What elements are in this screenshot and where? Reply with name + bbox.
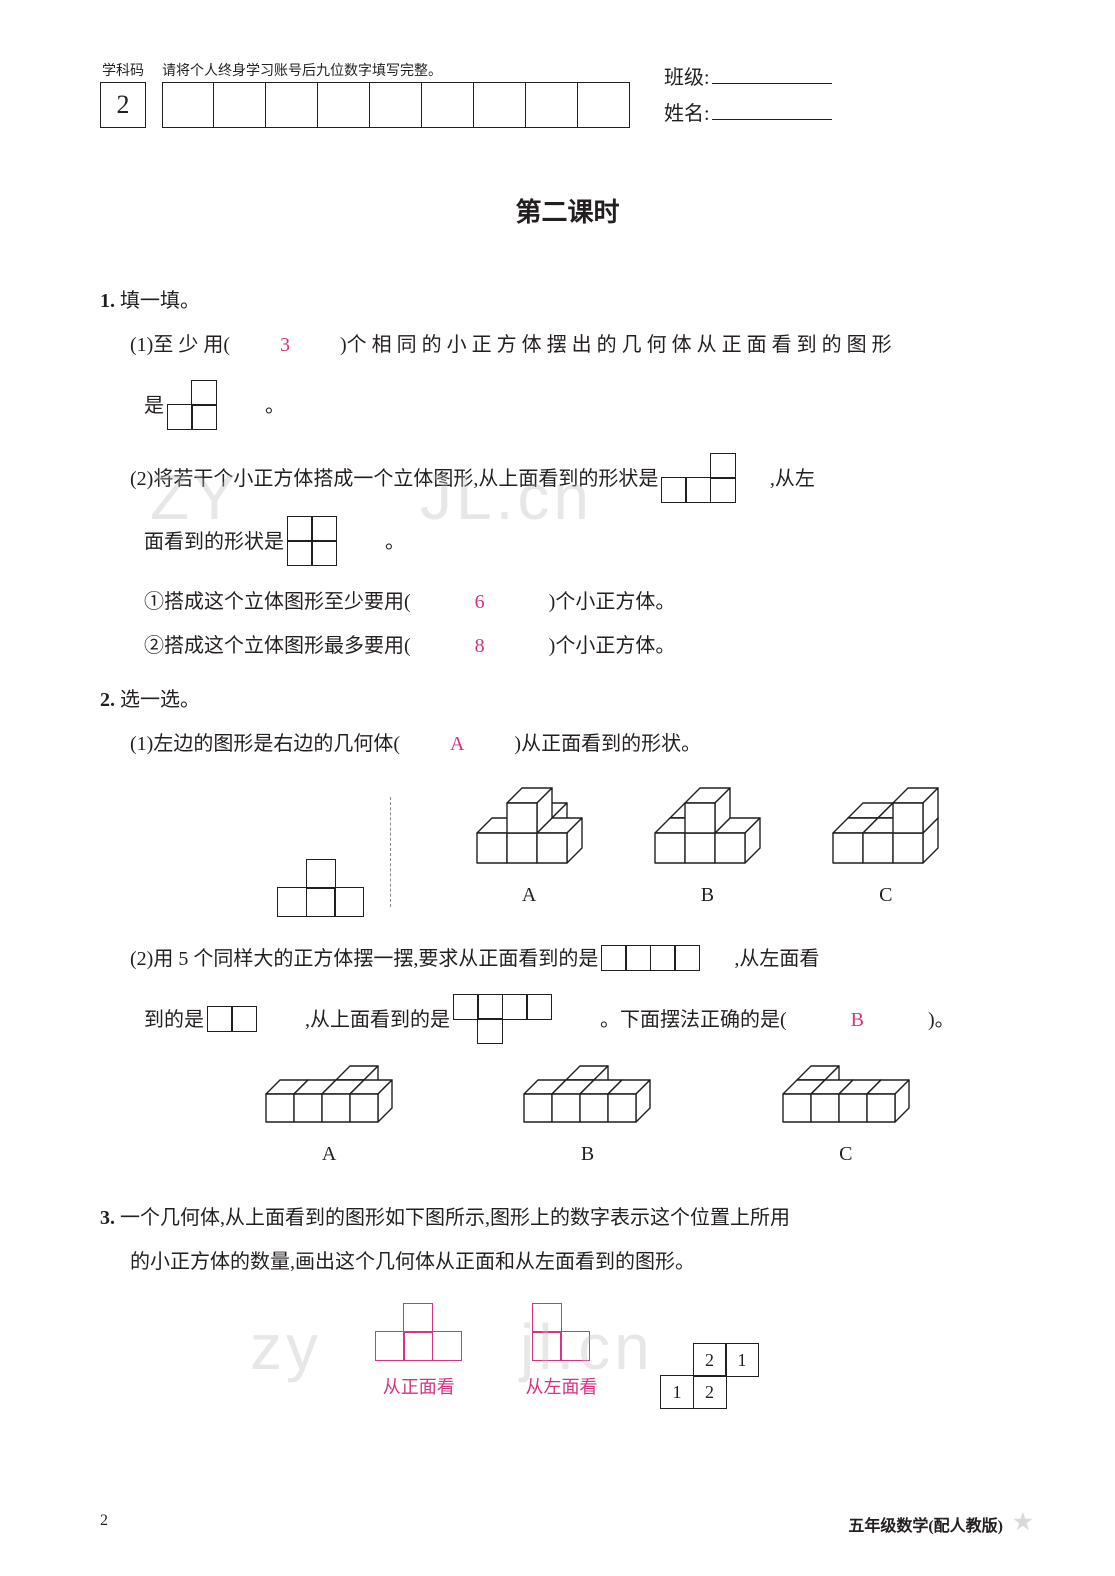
q1-1a: (1)至 少 用( [100, 323, 250, 367]
account-fill-boxes[interactable] [162, 82, 630, 128]
q1-shape3 [288, 517, 337, 566]
q2-2c: 到的是 [100, 998, 204, 1042]
q1-2b: ,从左 [740, 457, 815, 501]
q3-top-view: 2112 [662, 1344, 760, 1409]
q2-option-c-figure [831, 786, 940, 865]
name-input-line[interactable] [712, 119, 832, 120]
q2-2d: ,从上面看到的是 [261, 998, 450, 1042]
subject-code-box: 2 [100, 82, 146, 128]
account-digit-box[interactable] [162, 82, 214, 128]
q3-front-view [376, 1304, 462, 1361]
q2-option-a-label: A [522, 873, 536, 917]
q1-2f-pre: ②搭成这个立体图形最多要用( [100, 624, 431, 668]
q3-number: 3. [100, 1207, 115, 1229]
account-digit-box[interactable] [526, 82, 578, 128]
q2-1-pre: (1)左边的图形是右边的几何体( [100, 722, 420, 766]
account-digit-box[interactable] [474, 82, 526, 128]
q2-head: 选一选。 [120, 689, 200, 711]
q3-left-view [533, 1304, 590, 1361]
q2-option-b-label: B [701, 873, 714, 917]
q2-2-answer: B [807, 998, 864, 1042]
worksheet-header: 学科码 2 请将个人终身学习账号后九位数字填写完整。 班级: 姓名: [100, 60, 1035, 132]
q1-2e-answer: 6 [431, 580, 485, 624]
q2-2-option-a-label: A [322, 1132, 336, 1176]
account-digit-box[interactable] [266, 82, 318, 128]
q2-2a: (2)用 5 个同样大的正方体摆一摆,要求从正面看到的是 [100, 937, 598, 981]
q1-1b: )个 相 同 的 小 正 方 体 摆 出 的 几 何 体 从 正 面 看 到 的… [290, 323, 892, 367]
page-title: 第二课时 [100, 192, 1035, 229]
account-digit-box[interactable] [422, 82, 474, 128]
account-digit-box[interactable] [370, 82, 422, 128]
account-digit-box[interactable] [214, 82, 266, 128]
subject-code-label: 学科码 [102, 60, 144, 80]
q2-2-option-c-label: C [839, 1132, 852, 1176]
q2-2e-post: )。 [864, 998, 955, 1042]
star-icon [1013, 1513, 1035, 1535]
q2-left-shape [279, 860, 365, 917]
q1-1c-post: 。 [221, 384, 285, 428]
q1-head: 填一填。 [120, 290, 200, 312]
name-label: 姓名: [664, 96, 710, 132]
separator [390, 797, 391, 907]
q1-2f-answer: 8 [431, 624, 485, 668]
account-fill-label: 请将个人终身学习账号后九位数字填写完整。 [162, 60, 630, 80]
q2-left-shape2 [208, 1007, 257, 1032]
q2-2-option-a-figure [264, 1064, 394, 1124]
q1-shape2 [662, 454, 736, 503]
footer-text: 五年级数学(配人教版) [848, 1512, 1003, 1536]
q2-2b: ,从左面看 [704, 937, 819, 981]
q2-number: 2. [100, 689, 115, 711]
q2-1-answer: A [420, 722, 464, 766]
q1-2a: (2)将若干个小正方体搭成一个立体图形,从上面看到的形状是 [100, 457, 658, 501]
q2-2e-pre: 。下面摆法正确的是( [556, 998, 807, 1042]
q2-1-post: )从正面看到的形状。 [464, 722, 701, 766]
q3-text1: 一个几何体,从上面看到的图形如下图所示,图形上的数字表示这个位置上所用 [120, 1207, 790, 1229]
page-number: 2 [100, 1512, 108, 1536]
q2-front-shape [602, 947, 700, 972]
q3-left-label: 从左面看 [526, 1365, 598, 1409]
q1-shape1 [168, 381, 217, 430]
q2-2-option-b-figure [522, 1064, 652, 1124]
q1-2e-post: )个小正方体。 [485, 580, 676, 624]
account-digit-box[interactable] [578, 82, 630, 128]
q2-1-options: A B C [240, 786, 975, 917]
q1-number: 1. [100, 290, 115, 312]
class-label: 班级: [664, 60, 710, 96]
q2-top-shape [454, 995, 552, 1044]
q1-1c-pre: 是 [100, 384, 164, 428]
q1-2e-pre: ①搭成这个立体图形至少要用( [100, 580, 431, 624]
q2-2-option-b-label: B [581, 1132, 594, 1176]
q2-option-a-figure [475, 786, 584, 865]
q2-option-c-label: C [879, 873, 892, 917]
class-input-line[interactable] [712, 83, 832, 84]
q2-2-option-c-figure [781, 1064, 911, 1124]
q1-2d: 。 [341, 520, 405, 564]
q1-2f-post: )个小正方体。 [485, 624, 676, 668]
q3-front-label: 从正面看 [383, 1365, 455, 1409]
q3-text2: 的小正方体的数量,画出这个几何体从正面和从左面看到的图形。 [130, 1251, 695, 1273]
q1-1-answer: 3 [250, 323, 290, 367]
q2-option-b-figure [653, 786, 762, 865]
q1-2c: 面看到的形状是 [100, 520, 284, 564]
account-digit-box[interactable] [318, 82, 370, 128]
q2-2-options: A B C [200, 1064, 975, 1176]
